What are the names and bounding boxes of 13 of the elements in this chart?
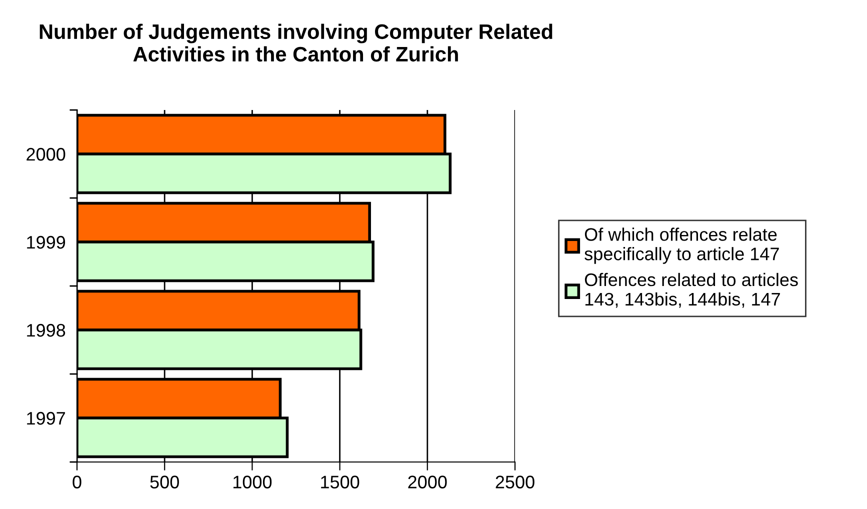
x-tick-label: 1000 xyxy=(233,476,272,488)
y-tick-label: 1997 xyxy=(27,412,65,425)
y-tick-label: 2000 xyxy=(26,148,66,161)
x-tick-label: 500 xyxy=(150,476,179,488)
x-tick-label: 1500 xyxy=(321,476,360,488)
chart-title: Number of Judgements involving Computer Related Activities in the Canton of Zurich xyxy=(40,24,552,62)
x-tick-label: 0 xyxy=(72,476,82,488)
legend-label: Offences related to articles 143, 143bis, 144bis, 147 xyxy=(584,272,798,308)
y-tick-label: 1998 xyxy=(27,324,66,337)
x-tick-label: 2000 xyxy=(408,476,447,488)
y-tick-label: 1999 xyxy=(27,236,66,249)
legend-label: Of which offences relate specifically to article 147 xyxy=(584,228,779,264)
x-tick-label: 2500 xyxy=(496,476,534,488)
